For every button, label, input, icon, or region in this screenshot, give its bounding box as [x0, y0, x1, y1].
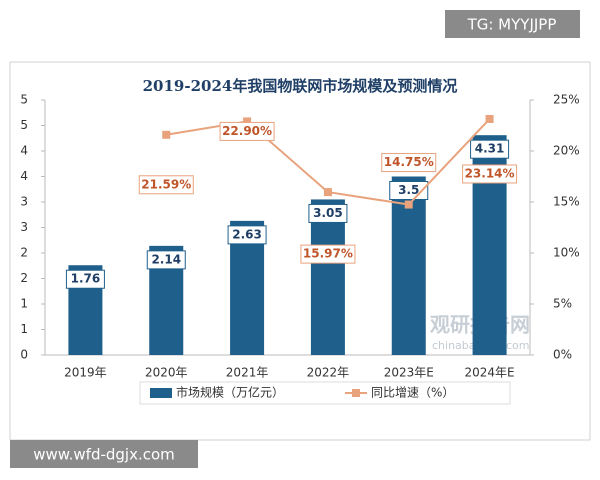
y2-tick-label: 20% — [553, 144, 580, 158]
data-label: 14.75% — [384, 155, 434, 169]
watermark: www.wfd-dgjx.com — [33, 446, 175, 464]
data-label-box — [65, 269, 105, 289]
x-tick-label: 2022年 — [307, 366, 350, 380]
data-label: 4.31 — [475, 142, 505, 156]
x-tick-label: 2021年 — [226, 366, 269, 380]
y-tick-label: 3 — [20, 195, 28, 209]
watermark: TG: MYYJJPP — [467, 16, 557, 34]
line-marker — [404, 200, 413, 209]
y-tick-label: 4 — [20, 169, 28, 183]
data-label: 2.63 — [232, 227, 262, 241]
y2-tick-label: 25% — [553, 93, 580, 107]
data-label-box — [308, 203, 348, 223]
y2-tick-label: 0% — [553, 348, 572, 362]
data-label: 2.14 — [151, 252, 181, 266]
data-label-box — [146, 250, 186, 270]
data-label-box — [462, 164, 518, 184]
y-tick-label: 5 — [20, 93, 28, 107]
y2-tick-label: 15% — [553, 195, 580, 209]
line-marker — [243, 117, 252, 126]
x-tick-label: 2023年E — [384, 366, 434, 380]
legend-label: 同比增速（%） — [371, 386, 454, 400]
x-tick-label: 2024年E — [465, 366, 515, 380]
data-label: 21.59% — [141, 177, 191, 191]
y-tick-label: 3 — [20, 220, 28, 234]
watermark-box — [445, 10, 580, 38]
y-tick-label: 2 — [20, 246, 28, 260]
data-label-box — [300, 244, 356, 264]
legend-swatch — [352, 389, 360, 397]
data-label-box — [138, 175, 194, 195]
y-tick-label: 2 — [20, 271, 28, 285]
x-tick-label: 2020年 — [145, 366, 188, 380]
y2-tick-label: 10% — [553, 246, 580, 260]
data-label-box — [219, 121, 275, 141]
watermark-box — [10, 440, 198, 468]
chart-title: 2019-2024年我国物联网市场规模及预测情况 — [143, 77, 458, 95]
data-label: 15.97% — [303, 247, 353, 261]
data-label: 22.90% — [222, 124, 272, 138]
data-label: 1.76 — [71, 272, 101, 286]
line-marker — [323, 188, 332, 197]
data-label: 3.5 — [398, 183, 419, 197]
x-tick-label: 2019年 — [64, 366, 107, 380]
data-label-box — [470, 139, 510, 159]
data-label-box — [227, 225, 267, 245]
line-marker — [162, 130, 171, 139]
legend-swatch — [150, 388, 172, 398]
y-tick-label: 0 — [20, 348, 28, 362]
data-label-box — [381, 153, 437, 173]
y2-tick-label: 5% — [553, 297, 572, 311]
legend-frame — [139, 381, 511, 405]
y-tick-label: 5 — [20, 118, 28, 132]
y-tick-label: 1 — [20, 297, 28, 311]
y-tick-label: 4 — [20, 144, 28, 158]
line-marker — [485, 114, 494, 123]
data-label: 23.14% — [465, 166, 515, 180]
bar — [310, 199, 345, 355]
y-tick-label: 1 — [20, 322, 28, 336]
data-label: 3.05 — [313, 206, 343, 220]
legend-label: 市场规模（万亿元） — [176, 385, 284, 400]
